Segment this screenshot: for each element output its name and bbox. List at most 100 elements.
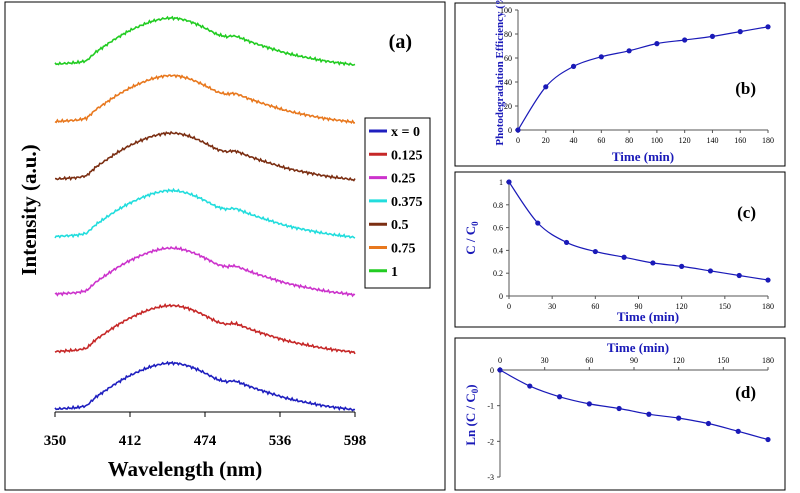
y-tick-label: 100 [500, 6, 512, 15]
spectrum-line-2 [54, 245, 356, 298]
x-tick-label: 180 [762, 136, 774, 145]
data-point [679, 263, 685, 269]
data-point [765, 24, 771, 30]
panel-b-letter: (b) [735, 79, 756, 98]
data-point [682, 37, 688, 43]
legend-label: 0.125 [391, 148, 423, 163]
panel-d-y-axis-label: Ln (C / C0) [463, 384, 480, 445]
legend-label: 0.375 [391, 195, 423, 210]
series-line [499, 369, 769, 441]
data-point [676, 415, 682, 421]
data-point [626, 48, 632, 54]
data-point [646, 411, 652, 417]
panel-c-x-axis-label: Time (min) [617, 309, 679, 324]
data-point [654, 41, 660, 47]
spectrum-line-1 [54, 303, 356, 355]
panel-d-frame [454, 337, 786, 491]
panel-a-x-axis-label: Wavelength (nm) [108, 457, 263, 481]
panel-d-x-axis-label: Time (min) [607, 340, 669, 355]
y-tick-label: 1 [499, 178, 503, 187]
data-point [515, 127, 521, 133]
panel-a-spectra [54, 15, 356, 412]
x-tick-label: 60 [591, 302, 599, 311]
panel-a-x-ticks: 350 412 474 536 598 [44, 412, 366, 449]
panel-d-letter: (d) [735, 383, 756, 402]
x-tick-label: 412 [119, 433, 142, 449]
y-tick-label: -3 [487, 473, 494, 482]
x-tick-label: 180 [762, 302, 774, 311]
panel-b-series [515, 24, 771, 133]
panel-c-y-axis-label: C / C0 [463, 221, 480, 255]
y-tick-label: 0.6 [493, 224, 503, 233]
data-point [497, 367, 503, 373]
spectrum-line-6 [54, 15, 356, 67]
spectrum-line-5 [54, 74, 356, 125]
panel-b-y-axis-label: Photodegradation Efficiency (%) [494, 0, 506, 146]
data-point [592, 248, 598, 255]
data-point [598, 54, 604, 60]
legend-label: x = 0 [391, 125, 420, 140]
x-tick-label: 90 [635, 302, 643, 311]
data-point [707, 268, 714, 274]
data-point [563, 239, 570, 246]
x-tick-label: 140 [706, 136, 718, 145]
data-point [543, 84, 549, 90]
legend-label: 0.5 [391, 218, 409, 233]
data-point [506, 179, 512, 185]
data-point [556, 394, 563, 400]
y-tick-label: 0.2 [493, 269, 503, 278]
y-tick-label: -2 [487, 437, 494, 446]
y-tick-label: 0 [490, 366, 494, 375]
data-point [737, 29, 743, 35]
panel-a-frame [4, 1, 446, 491]
x-tick-label: 180 [762, 356, 774, 365]
panel-b-frame [454, 2, 786, 167]
x-tick-label: 90 [630, 356, 638, 365]
panel-c: 0 0.2 0.4 0.6 0.8 1 0 30 60 90 120 150 180 C / C0 Ti… [454, 171, 786, 328]
panel-d-series [497, 367, 771, 443]
legend-label: 0.25 [391, 172, 416, 187]
x-tick-label: 350 [44, 433, 67, 449]
x-tick-label: 100 [651, 136, 663, 145]
x-tick-label: 474 [194, 433, 217, 449]
data-point [527, 383, 533, 389]
panel-a-letter: (a) [389, 31, 412, 53]
data-point [616, 405, 622, 412]
panel-c-axes: 0 0.2 0.4 0.6 0.8 1 0 30 60 90 120 150 180 [493, 178, 774, 311]
x-tick-label: 30 [541, 356, 549, 365]
legend-label: 0.75 [391, 242, 416, 257]
spectrum-line-4 [54, 130, 356, 182]
data-point [705, 420, 712, 427]
panel-b-y-label-line1: Photodegradation Efficiency (%) [494, 0, 506, 146]
y-tick-label: 0.8 [493, 201, 503, 210]
x-tick-label: 120 [679, 136, 691, 145]
panel-d: 0 -1 -2 -3 0 30 60 90 120 150 180 Ln (C / C0) Time… [454, 337, 786, 491]
x-tick-label: 30 [548, 302, 556, 311]
x-tick-label: 150 [717, 356, 729, 365]
panel-c-letter: (c) [737, 203, 756, 222]
x-tick-label: 0 [498, 356, 502, 365]
data-point [621, 254, 627, 260]
x-tick-label: 0 [516, 136, 520, 145]
panel-b: 0 20 40 60 80 100 0 20 40 60 80 100 120 140 160 180 Pho… [454, 0, 786, 167]
panel-d-axes: 0 -1 -2 -3 0 30 60 90 120 150 180 [487, 356, 774, 482]
y-tick-label: 40 [504, 78, 512, 87]
legend-label: 1 [391, 265, 398, 280]
legend-frame [364, 117, 431, 289]
x-tick-label: 120 [676, 302, 688, 311]
y-tick-label: 0 [508, 126, 512, 135]
y-tick-label: 0.4 [493, 246, 503, 255]
data-point [650, 260, 656, 266]
data-point [765, 436, 771, 443]
data-point [765, 277, 771, 283]
y-tick-label: 20 [504, 102, 512, 111]
y-tick-label: 60 [504, 54, 512, 63]
panel-a-y-axis-label: Intensity (a.u.) [17, 144, 41, 275]
series-line [517, 26, 769, 131]
data-point [586, 401, 592, 407]
panel-c-series [506, 179, 771, 283]
y-tick-label: -1 [487, 402, 494, 411]
x-tick-label: 80 [625, 136, 633, 145]
data-point [736, 272, 742, 279]
